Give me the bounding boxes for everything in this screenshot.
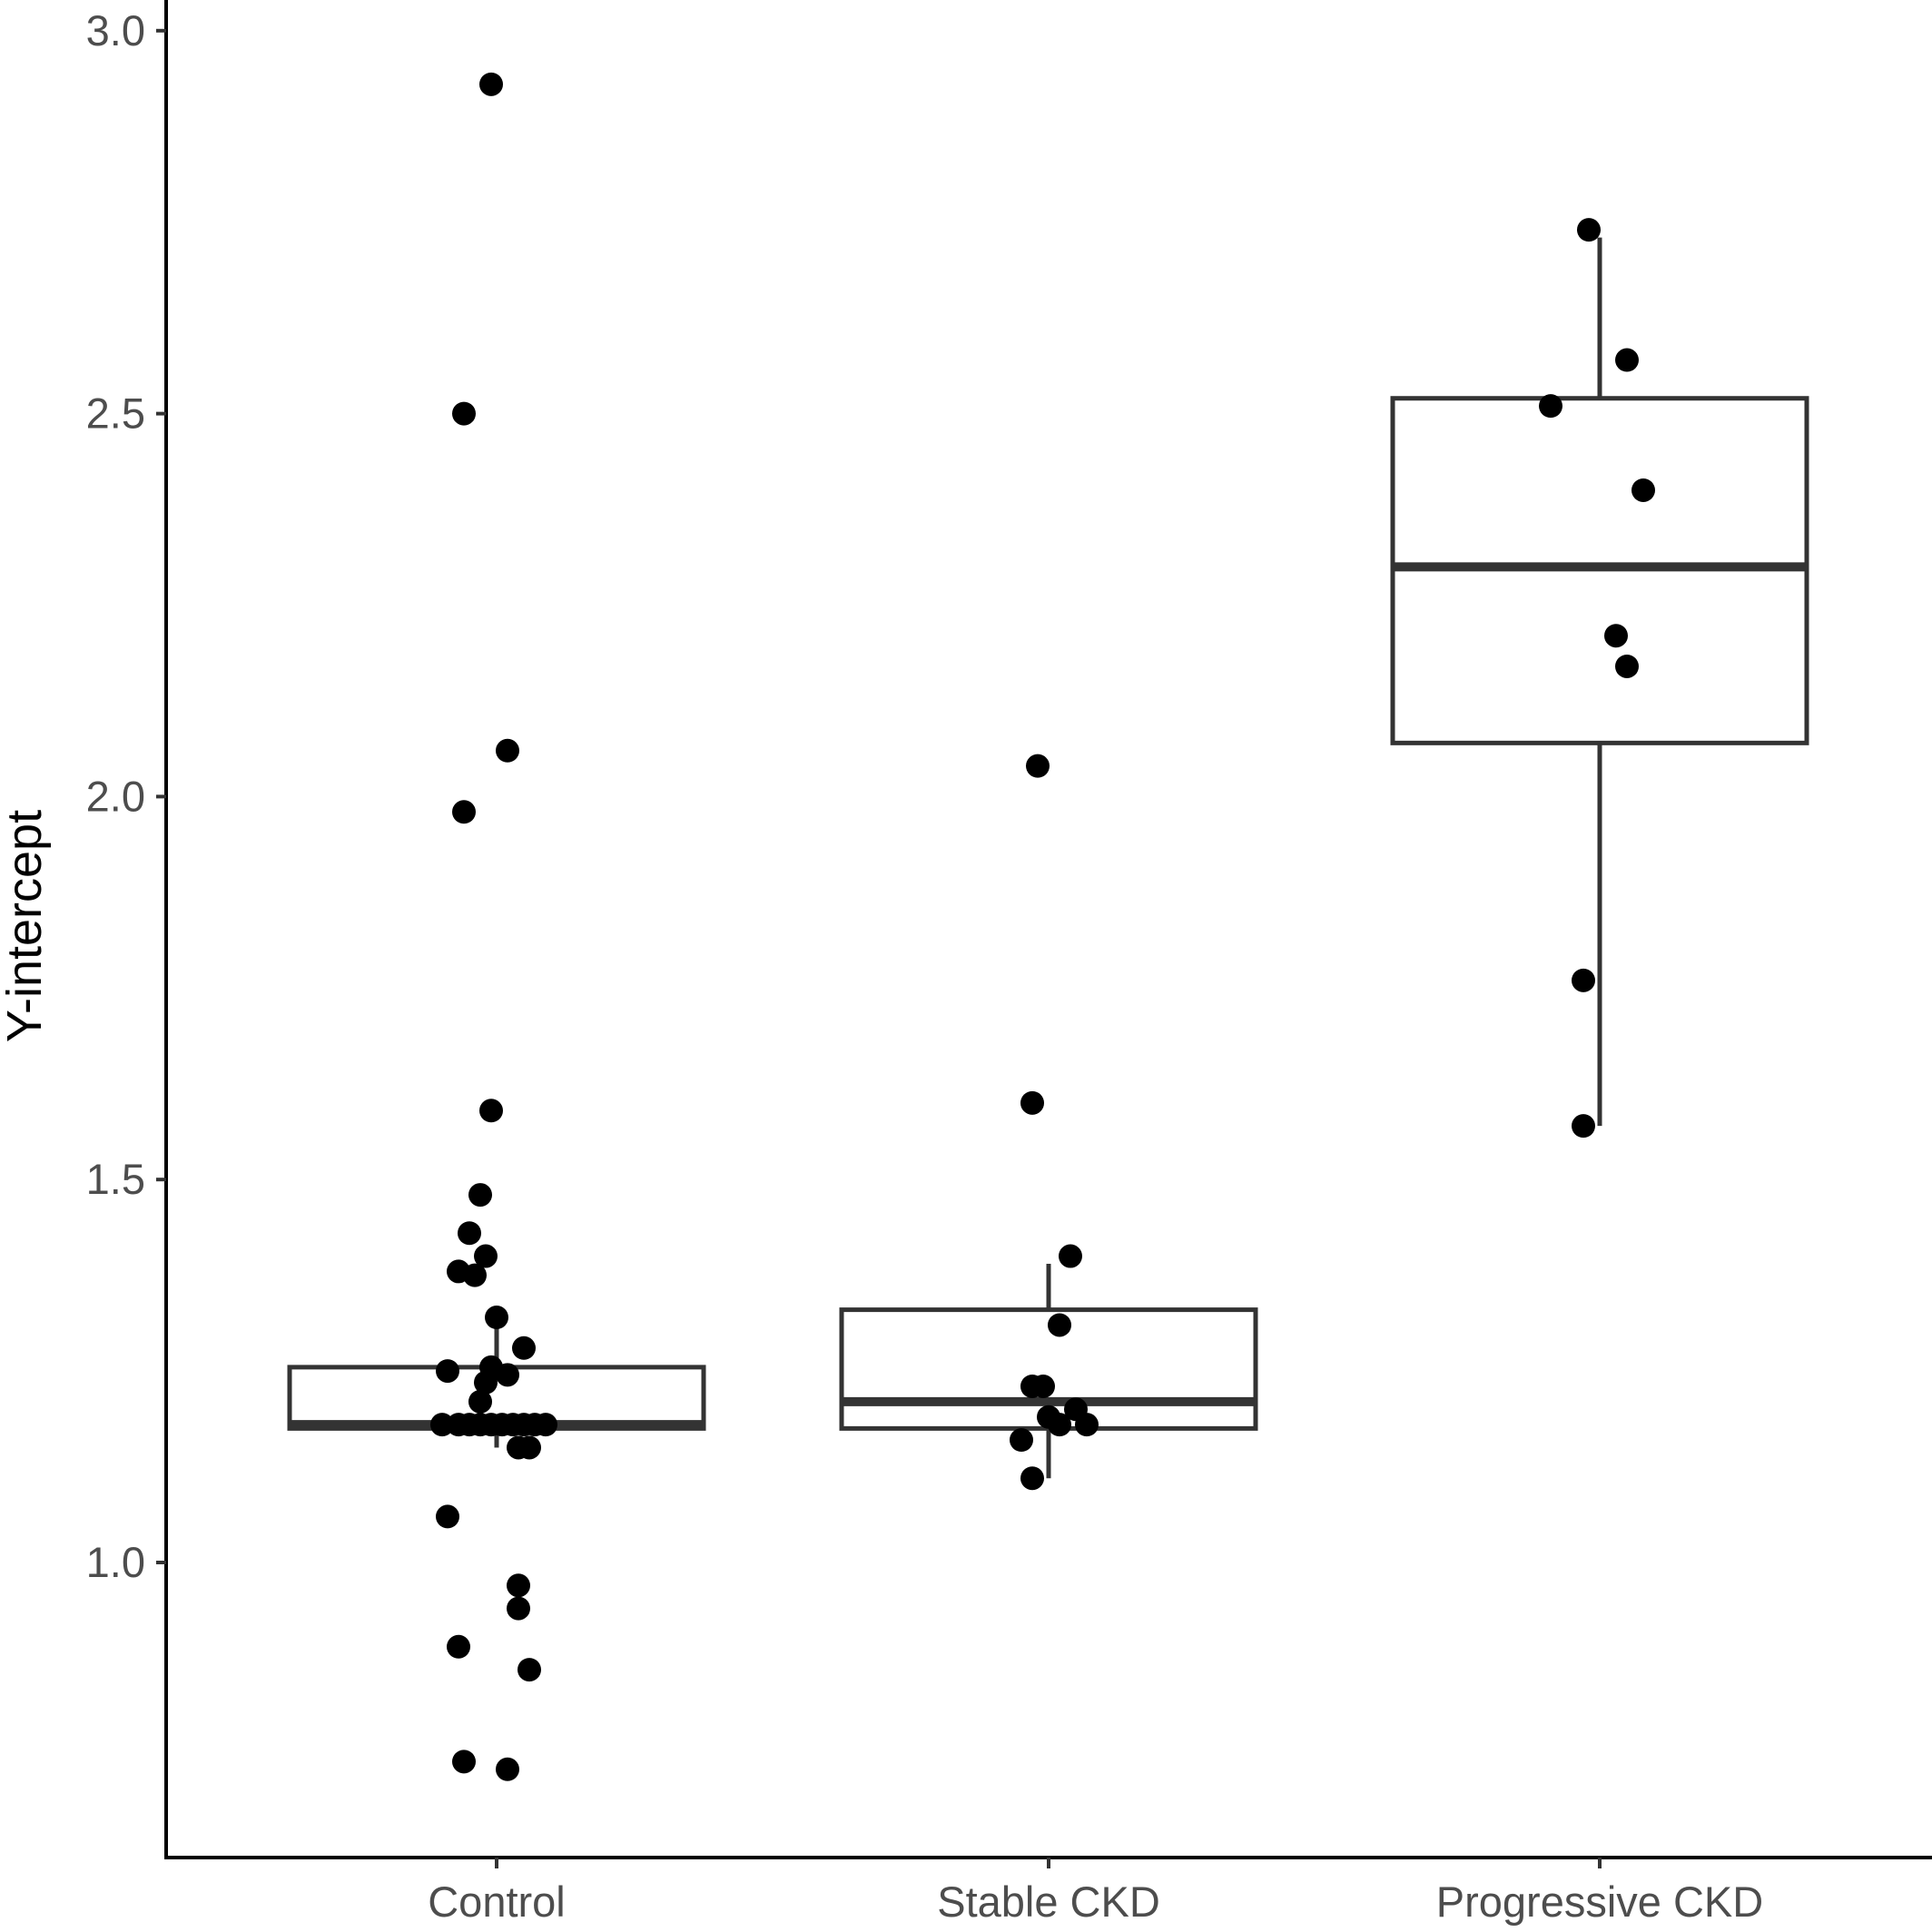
point-control-11 [485,1306,508,1330]
point-progressive-ckd-3 [1539,394,1562,419]
point-stable-ckd-2 [1020,1090,1044,1115]
point-control-16 [474,1370,498,1395]
y-tick-label-2.0: 2.0 [86,772,145,820]
x-tick-label-control: Control [428,1878,566,1926]
point-control-33 [447,1634,470,1659]
point-stable-ckd-10 [1075,1413,1099,1437]
point-progressive-ckd-5 [1604,624,1628,648]
point-control-10 [463,1263,487,1287]
point-stable-ckd-9 [1048,1413,1071,1437]
point-control-18 [430,1413,454,1437]
point-control-15 [496,1363,519,1387]
point-control-6 [468,1183,492,1208]
point-control-35 [452,1750,476,1774]
point-progressive-ckd-6 [1615,654,1639,678]
point-control-30 [436,1504,459,1529]
point-stable-ckd-4 [1048,1313,1071,1337]
point-control-36 [496,1757,519,1781]
point-progressive-ckd-4 [1631,478,1655,502]
point-progressive-ckd-8 [1572,1114,1595,1138]
point-control-13 [436,1359,459,1384]
points-layer [430,72,1655,1781]
point-control-7 [458,1221,481,1246]
point-stable-ckd-1 [1026,754,1050,778]
point-stable-ckd-6 [1031,1374,1055,1398]
point-control-12 [512,1336,536,1360]
x-tick-label-progressive-ckd: Progressive CKD [1436,1878,1763,1926]
axes-layer [164,0,1932,1859]
y-tick-label-1.0: 1.0 [86,1538,145,1586]
point-control-1 [479,72,503,96]
point-control-5 [479,1099,503,1123]
y-tick-label-1.5: 1.5 [86,1155,145,1203]
point-control-29 [518,1435,541,1460]
point-stable-ckd-12 [1020,1466,1044,1491]
point-progressive-ckd-2 [1615,348,1639,372]
point-progressive-ckd-1 [1577,218,1601,242]
box-progressive-ckd [1390,237,1809,1127]
ticks-layer: 1.0 1.5 2.0 2.5 3.0 Control Stable CKD Progress… [86,6,1764,1926]
box-stable-ckd [839,1263,1258,1479]
point-control-32 [507,1596,530,1621]
point-control-3 [496,738,519,763]
y-tick-label-3.0: 3.0 [86,6,145,54]
point-stable-ckd-3 [1059,1244,1082,1268]
boxes-layer [287,237,1809,1479]
x-tick-label-stable-ckd: Stable CKD [937,1878,1160,1926]
y-tick-label-2.5: 2.5 [86,389,145,438]
point-control-27 [534,1413,557,1437]
point-control-2 [452,401,476,426]
point-progressive-ckd-7 [1572,968,1595,992]
point-control-4 [452,800,476,824]
point-control-8 [474,1244,498,1268]
y-axis-title: Y-intercept [0,810,52,1042]
point-control-31 [507,1573,530,1598]
point-stable-ckd-11 [1010,1428,1033,1453]
point-control-34 [518,1658,541,1682]
point-control-17 [468,1389,492,1414]
